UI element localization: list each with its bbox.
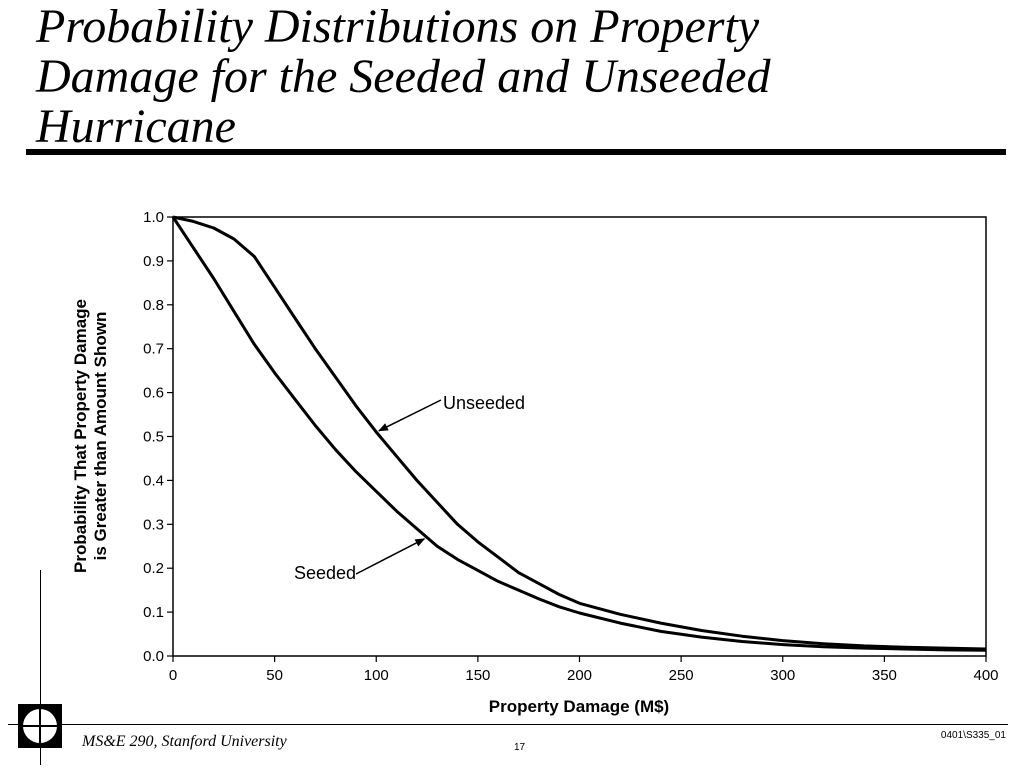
footer-course: MS&E 290, Stanford University <box>82 733 287 750</box>
page-number: 17 <box>514 742 526 753</box>
annotation-arrow-seeded <box>355 538 426 575</box>
y-tick-label: 0.1 <box>143 604 164 621</box>
slide-code: 0401\S335_01 <box>940 730 1006 741</box>
series-line-seeded <box>171 216 987 652</box>
slide-title: Probability Distributions on Property Da… <box>36 0 771 153</box>
x-tick-label: 250 <box>669 667 694 684</box>
y-tick-label: 1.0 <box>143 209 164 226</box>
annotation-label-seeded: Seeded <box>294 563 356 583</box>
y-tick-label: 0.2 <box>143 560 164 577</box>
footer-vertical-rule <box>40 570 41 765</box>
title-rule <box>26 149 1006 155</box>
x-tick-label: 0 <box>169 667 177 684</box>
x-tick-label: 400 <box>973 667 998 684</box>
series-layer <box>171 215 987 652</box>
annotation-arrow-unseeded <box>378 399 442 432</box>
x-tick-label: 200 <box>567 667 592 684</box>
crosshair-logo-icon <box>18 704 62 748</box>
y-axis: 0.0 0.1 0.2 0.3 0.4 0.5 0.6 0.7 0.8 0.9 1.0 <box>143 209 173 665</box>
x-tick-label: 50 <box>266 667 283 684</box>
y-tick-label: 0.0 <box>143 648 164 665</box>
y-tick-label: 0.8 <box>143 297 164 314</box>
series-line-unseeded <box>172 215 987 651</box>
x-tick-label: 350 <box>872 667 897 684</box>
annotation-label-unseeded: Unseeded <box>443 393 525 413</box>
y-tick-label: 0.5 <box>143 429 164 446</box>
x-axis: 0 50 100 150 200 250 300 350 400 <box>169 656 999 684</box>
plot-frame <box>172 216 987 657</box>
x-tick-label: 300 <box>770 667 795 684</box>
y-tick-label: 0.9 <box>143 253 164 270</box>
y-tick-label: 0.3 <box>143 516 164 533</box>
y-axis-title-line: is Greater than Amount Shown <box>91 312 110 561</box>
x-axis-title: Property Damage (M$) <box>489 697 669 716</box>
y-tick-label: 0.4 <box>143 472 164 489</box>
y-tick-label: 0.6 <box>143 385 164 402</box>
x-tick-label: 100 <box>364 667 389 684</box>
x-tick-label: 150 <box>465 667 490 684</box>
footer-rule <box>8 724 1008 725</box>
y-axis-title: Probability That Property Damageis Great… <box>71 299 110 573</box>
y-axis-title-line: Probability That Property Damage <box>71 299 90 573</box>
annotation-layer: Unseeded Seeded <box>294 393 525 583</box>
y-tick-label: 0.7 <box>143 341 164 358</box>
